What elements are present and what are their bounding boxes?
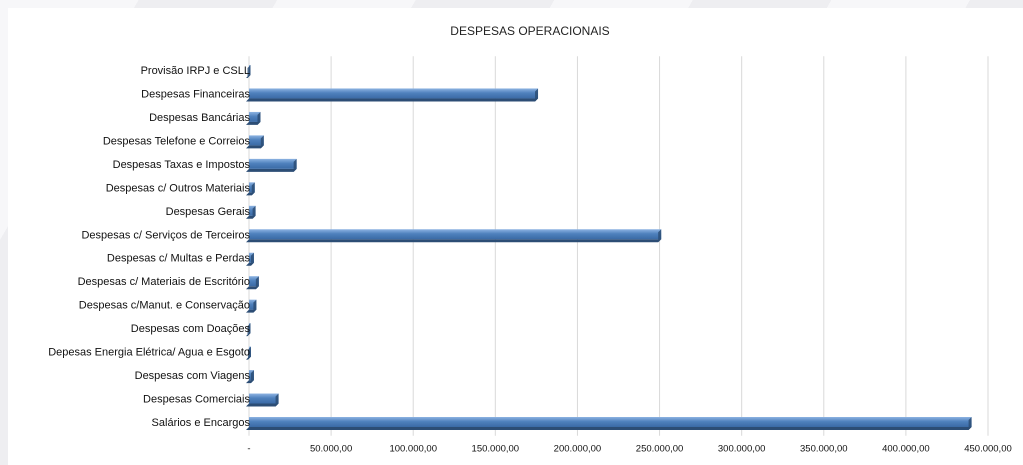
bar-end-face	[255, 276, 259, 290]
x-tick-label: 450.000,00	[964, 444, 1012, 455]
bar-end-face	[968, 417, 972, 430]
bar	[246, 417, 972, 430]
chart-area: DESPESAS OPERACIONAIS Provisão IRPJ e CS…	[8, 8, 1023, 465]
bar-end-face	[250, 252, 254, 266]
x-tick-label: 150.000,00	[472, 444, 520, 455]
x-tick-label: 350.000,00	[800, 444, 848, 455]
bar-face	[249, 299, 257, 310]
bar-face	[249, 111, 261, 122]
bar	[246, 370, 254, 384]
bar	[246, 182, 255, 196]
x-tick-label: 100.000,00	[389, 444, 437, 455]
bar-face	[249, 276, 259, 287]
bar-end-face	[250, 370, 254, 384]
bar-depth-face	[246, 239, 662, 243]
bar-end-face	[257, 111, 261, 125]
category-label: Provisão IRPJ e CSLL	[141, 65, 250, 77]
bar	[246, 323, 251, 337]
category-label: Despesas c/ Serviços de Terceiros	[81, 229, 250, 241]
bar	[246, 158, 297, 172]
bar	[246, 88, 539, 102]
category-label: Salários e Encargos	[152, 417, 251, 429]
bar-depth-face	[246, 286, 259, 290]
bar-end-face	[260, 135, 264, 149]
bar-end-face	[251, 182, 255, 196]
bar-end-face	[247, 65, 251, 78]
bar-end-face	[293, 158, 297, 172]
category-label: Despesas com Doações	[131, 323, 251, 335]
bar-depth-face	[246, 98, 539, 102]
bar-depth-face	[246, 168, 297, 172]
category-label: Despesas Bancárias	[149, 112, 250, 124]
bar-face	[249, 417, 972, 427]
bar	[246, 252, 254, 266]
category-label: Despesas c/ Multas e Perdas	[107, 253, 251, 265]
x-tick-label: 300.000,00	[718, 444, 766, 455]
bar-face	[249, 135, 264, 146]
bar	[246, 205, 256, 219]
bar-face	[249, 229, 662, 240]
bar	[246, 393, 279, 407]
x-tick-label: 400.000,00	[882, 444, 930, 455]
x-tick-label: 200.000,00	[554, 444, 602, 455]
bar-depth-face	[246, 427, 972, 430]
bar-depth-face	[246, 145, 264, 149]
x-tick-label: 50.000,00	[310, 444, 352, 455]
category-label: Despesas com Viagens	[135, 370, 251, 382]
bar	[246, 135, 264, 149]
category-label: Despesas c/Manut. e Conservação	[79, 300, 250, 312]
x-tick-label: 250.000,00	[636, 444, 684, 455]
bar-end-face	[658, 229, 662, 243]
category-label: Despesas Taxas e Impostos	[113, 159, 251, 171]
bar-end-face	[252, 205, 256, 219]
bar	[246, 65, 251, 78]
category-label: Despesas c/ Materiais de Escritório	[78, 276, 250, 288]
bar	[246, 299, 257, 313]
bar-depth-face	[246, 121, 261, 125]
category-label: Despesas Gerais	[166, 206, 251, 218]
bar-face	[249, 158, 297, 169]
bar-end-face	[247, 346, 251, 360]
bar-end-face	[253, 299, 257, 313]
category-label: Despesas Financeiras	[141, 88, 250, 100]
bar	[246, 276, 259, 290]
bar	[246, 111, 261, 125]
bar-face	[249, 205, 256, 216]
category-label: Depesas Energia Elétrica/ Agua e Esgoto	[48, 347, 250, 359]
despesas-bar-chart: DESPESAS OPERACIONAIS Provisão IRPJ e CS…	[48, 24, 1012, 455]
bar-face	[249, 393, 279, 404]
category-label: Despesas Comerciais	[143, 394, 250, 406]
bar-face	[249, 88, 539, 99]
bar-end-face	[275, 393, 279, 407]
category-label: Despesas c/ Outros Materiais	[106, 182, 251, 194]
category-label: Despesas Telefone e Correios	[103, 135, 251, 147]
bar	[246, 346, 251, 360]
bar-depth-face	[246, 403, 279, 407]
bar-end-face	[535, 88, 539, 102]
x-tick-label: -	[247, 444, 250, 455]
bar-end-face	[247, 323, 251, 337]
chart-title: DESPESAS OPERACIONAIS	[450, 24, 609, 38]
bar	[246, 229, 662, 243]
